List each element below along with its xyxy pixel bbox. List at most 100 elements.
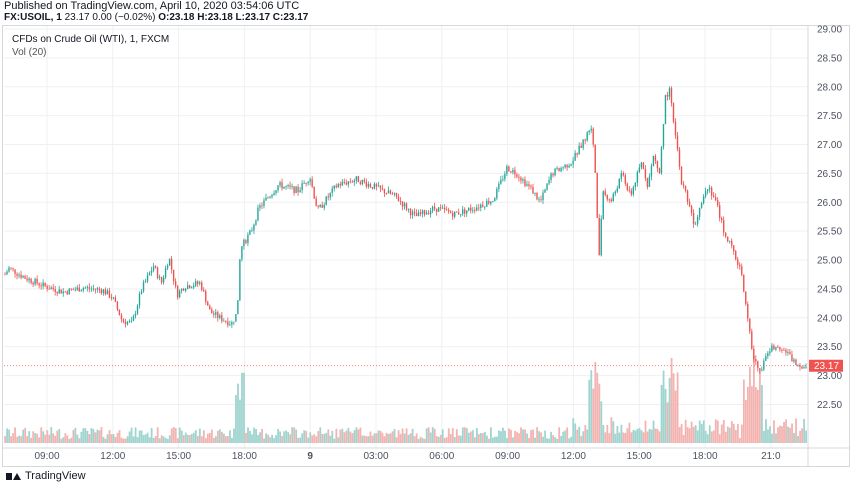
- y-tick-label: 26.50: [817, 169, 842, 180]
- volume-bar: [273, 438, 276, 443]
- volume-bar: [686, 427, 689, 443]
- volume-bar: [58, 429, 61, 443]
- volume-bar: [277, 428, 280, 443]
- volume-bar: [403, 433, 406, 443]
- candle-body: [116, 301, 119, 310]
- candle-body: [38, 283, 40, 286]
- volume-bar: [736, 424, 739, 443]
- volume-bar: [66, 435, 69, 443]
- candle-body: [363, 179, 366, 182]
- candle-body: [333, 185, 335, 189]
- candle-body: [558, 167, 560, 172]
- volume-bar: [210, 429, 213, 443]
- volume-bar: [688, 428, 691, 443]
- candle-body: [142, 282, 145, 292]
- volume-bar: [399, 433, 402, 443]
- volume-bar: [86, 430, 89, 443]
- volume-bar: [333, 438, 336, 443]
- volume-bar: [154, 436, 157, 443]
- candle-body: [56, 291, 58, 294]
- chart-frame[interactable]: [2, 25, 850, 467]
- y-tick-label: 26.00: [817, 198, 842, 209]
- candle-body: [126, 321, 129, 325]
- volume-bar: [365, 436, 368, 443]
- candle-body: [628, 189, 631, 191]
- candle-body: [588, 130, 590, 133]
- candle-body: [178, 290, 181, 298]
- volume-bar: [128, 431, 131, 443]
- candle-body: [504, 173, 506, 180]
- volume-bar: [506, 438, 508, 443]
- volume-bar: [112, 433, 115, 443]
- candle-body: [620, 173, 623, 179]
- candle-body: [156, 267, 159, 279]
- volume-bar: [666, 402, 669, 443]
- candle-body: [104, 289, 107, 295]
- candle-body: [90, 288, 93, 290]
- volume-bar: [658, 431, 661, 443]
- candle-body: [648, 176, 651, 187]
- candle-body: [468, 207, 470, 211]
- volume-bar: [204, 438, 207, 443]
- volume-bar: [724, 431, 727, 443]
- candle-body: [552, 173, 554, 176]
- volume-bar: [477, 434, 480, 443]
- volume-bar: [4, 436, 6, 443]
- tradingview-brand[interactable]: TradingView: [6, 470, 86, 482]
- candle-body: [28, 278, 30, 281]
- candle-body: [174, 281, 177, 287]
- volume-bar: [196, 435, 199, 443]
- volume-bar: [150, 427, 153, 443]
- volume-bar: [345, 430, 348, 443]
- volume-bar: [514, 431, 516, 443]
- candle-body: [737, 259, 739, 265]
- candle-body: [160, 277, 163, 283]
- volume-bar: [381, 432, 384, 443]
- candle-body: [753, 348, 755, 360]
- candle-body: [415, 213, 418, 217]
- volume-bar: [678, 427, 681, 443]
- volume-bar: [590, 370, 593, 443]
- candle-body: [295, 186, 297, 193]
- candle-body: [480, 204, 482, 208]
- candle-body: [225, 320, 227, 322]
- candle-body: [460, 213, 462, 215]
- candle-body: [771, 345, 773, 352]
- volume-bar: [437, 436, 440, 443]
- last-price-tag: [809, 359, 843, 372]
- ohlc-low: L:23.17: [235, 12, 271, 23]
- volume-bar: [716, 420, 719, 443]
- volume-bar: [10, 436, 13, 443]
- x-tick-label: 06:00: [429, 451, 454, 462]
- candle-body: [411, 211, 414, 216]
- candle-body: [395, 192, 398, 197]
- volume-bar: [469, 431, 472, 443]
- candle-body: [62, 291, 64, 294]
- candle-body: [606, 194, 608, 200]
- candle-body: [182, 288, 185, 291]
- candle-body: [134, 313, 137, 317]
- volume-bar: [612, 421, 615, 443]
- candle-body: [445, 209, 448, 211]
- volume-bar: [239, 399, 241, 443]
- candle-body: [749, 318, 751, 332]
- volume-bar: [530, 430, 532, 443]
- volume-bar: [785, 419, 787, 443]
- volume-bar: [528, 437, 530, 443]
- volume-bar: [714, 419, 717, 443]
- ohlc-open: O:23.18: [158, 12, 195, 23]
- volume-bar: [132, 436, 135, 443]
- candle-body: [377, 185, 380, 187]
- volume-bar: [558, 427, 561, 443]
- volume-bar: [540, 432, 543, 443]
- candle-body: [357, 176, 360, 183]
- candle-body: [22, 276, 24, 278]
- volume-bar: [483, 431, 486, 443]
- volume-bar: [279, 431, 282, 443]
- x-tick-label: 9: [307, 451, 313, 462]
- candle-body: [532, 186, 534, 194]
- y-tick-label: 24.00: [817, 313, 842, 324]
- volume-bar: [496, 436, 498, 443]
- candle-body: [393, 192, 396, 194]
